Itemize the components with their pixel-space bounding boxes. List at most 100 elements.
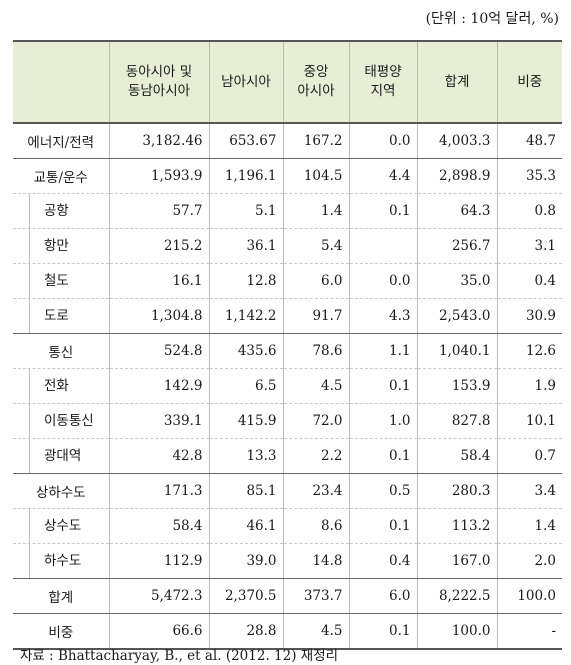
table-cell: 6.0 xyxy=(348,578,417,614)
table-cell: 1.4 xyxy=(496,508,562,544)
table-cell: 2,370.5 xyxy=(208,578,283,614)
table-cell: 0.1 xyxy=(348,438,417,474)
table-cell: 4.5 xyxy=(282,368,349,404)
table-cell: 12.8 xyxy=(208,263,283,299)
row-label-text: 상수도 xyxy=(29,509,107,543)
table-cell: 171.3 xyxy=(108,473,209,509)
table-cell: 4.5 xyxy=(282,613,349,650)
table-cell: 14.8 xyxy=(282,543,349,579)
table-row: 전화 142.9 6.5 4.5 0.1 153.9 1.9 xyxy=(13,368,562,404)
row-label: 상수도 xyxy=(13,508,109,544)
header-cell: 남아시아 xyxy=(208,41,283,124)
table-row: 철도 16.1 12.8 6.0 0.0 35.0 0.4 xyxy=(13,263,562,299)
table-cell: 85.1 xyxy=(208,473,283,509)
table-cell: 64.3 xyxy=(416,193,497,229)
table-cell: 1,040.1 xyxy=(416,333,497,369)
table-cell: 2.0 xyxy=(496,543,562,579)
table-cell: 8.6 xyxy=(282,508,349,544)
table-cell: 78.6 xyxy=(282,333,349,369)
table-cell: 0.1 xyxy=(348,613,417,650)
table-cell: 1.0 xyxy=(348,403,417,439)
table-row: 통신 524.8 435.6 78.6 1.1 1,040.1 12.6 xyxy=(13,333,562,369)
table-cell: 339.1 xyxy=(108,403,209,439)
table-cell: 104.5 xyxy=(282,158,349,194)
table-cell: 16.1 xyxy=(108,263,209,299)
table-cell: 4,003.3 xyxy=(416,123,497,159)
table-cell: 1.1 xyxy=(348,333,417,369)
table-row: 공항 57.7 5.1 1.4 0.1 64.3 0.8 xyxy=(13,193,562,229)
table-cell: - xyxy=(496,613,562,650)
table-cell: 57.7 xyxy=(108,193,209,229)
row-label-text: 항만 xyxy=(29,229,107,263)
row-label-text: 전화 xyxy=(29,369,107,403)
table-cell: 3.4 xyxy=(496,473,562,509)
row-label: 상하수도 xyxy=(13,473,109,509)
header-cell: 태평양 지역 xyxy=(348,41,417,124)
table-cell: 6.0 xyxy=(282,263,349,299)
table-cell: 39.0 xyxy=(208,543,283,579)
table-cell: 3.1 xyxy=(496,228,562,264)
table-cell: 5.4 xyxy=(282,228,349,264)
table-cell: 8,222.5 xyxy=(416,578,497,614)
table-cell: 215.2 xyxy=(108,228,209,264)
table-cell: 0.7 xyxy=(496,438,562,474)
table-cell: 0.8 xyxy=(496,193,562,229)
row-label: 에너지/전력 xyxy=(13,123,109,159)
row-label: 이동통신 xyxy=(13,403,109,439)
table-cell: 0.5 xyxy=(348,473,417,509)
row-label-text: 광대역 xyxy=(29,439,107,473)
table-cell: 524.8 xyxy=(108,333,209,369)
table-cell xyxy=(348,228,417,264)
table-row: 광대역 42.8 13.3 2.2 0.1 58.4 0.7 xyxy=(13,438,562,474)
row-label: 합계 xyxy=(13,578,109,614)
data-table: 동아시아 및 동남아시아 남아시아 중앙 아시아 태평양 지역 합계 비중 에너지/전… xyxy=(13,40,562,650)
row-label-text: 이동통신 xyxy=(29,404,107,438)
header-cell: 비중 xyxy=(496,41,562,124)
table-cell: 256.7 xyxy=(416,228,497,264)
table-cell: 5.1 xyxy=(208,193,283,229)
row-label-text: 철도 xyxy=(29,264,107,298)
table-cell: 48.7 xyxy=(496,123,562,159)
header-cell: 중앙 아시아 xyxy=(282,41,349,124)
table-row: 합계 5,472.3 2,370.5 373.7 6.0 8,222.5 100.0 xyxy=(13,578,562,614)
table-cell: 0.1 xyxy=(348,508,417,544)
header-cell: 합계 xyxy=(416,41,497,124)
table-row: 상수도 58.4 46.1 8.6 0.1 113.2 1.4 xyxy=(13,508,562,544)
header-cell: 동아시아 및 동남아시아 xyxy=(108,41,209,124)
row-label: 공항 xyxy=(13,193,109,229)
row-label: 비중 xyxy=(13,613,109,650)
table-cell: 2,898.9 xyxy=(416,158,497,194)
table-cell: 1,196.1 xyxy=(208,158,283,194)
table-cell: 66.6 xyxy=(108,613,209,650)
row-label-text: 도로 xyxy=(29,299,107,333)
table-cell: 58.4 xyxy=(416,438,497,474)
table-cell: 42.8 xyxy=(108,438,209,474)
table-cell: 4.3 xyxy=(348,298,417,334)
table-cell: 112.9 xyxy=(108,543,209,579)
table-row: 에너지/전력 3,182.46 653.67 167.2 0.0 4,003.3 48.7 xyxy=(13,123,562,159)
table-cell: 415.9 xyxy=(208,403,283,439)
unit-note: (단위 : 10억 달러, %) xyxy=(425,11,559,27)
table-cell: 1,304.8 xyxy=(108,298,209,334)
header-row: 동아시아 및 동남아시아 남아시아 중앙 아시아 태평양 지역 합계 비중 xyxy=(13,41,562,124)
table-cell: 827.8 xyxy=(416,403,497,439)
table-cell: 0.1 xyxy=(348,368,417,404)
table-cell: 36.1 xyxy=(208,228,283,264)
table-cell: 0.1 xyxy=(348,193,417,229)
table-cell: 2,543.0 xyxy=(416,298,497,334)
table-cell: 46.1 xyxy=(208,508,283,544)
table-row: 상하수도 171.3 85.1 23.4 0.5 280.3 3.4 xyxy=(13,473,562,509)
table-cell: 0.4 xyxy=(496,263,562,299)
table-row: 이동통신 339.1 415.9 72.0 1.0 827.8 10.1 xyxy=(13,403,562,439)
row-label: 도로 xyxy=(13,298,109,334)
table-cell: 58.4 xyxy=(108,508,209,544)
table-cell: 35.3 xyxy=(496,158,562,194)
table-cell: 3,182.46 xyxy=(108,123,209,159)
table-cell: 1,593.9 xyxy=(108,158,209,194)
table-cell: 12.6 xyxy=(496,333,562,369)
table-cell: 113.2 xyxy=(416,508,497,544)
table-cell: 1.4 xyxy=(282,193,349,229)
table-cell: 280.3 xyxy=(416,473,497,509)
table-cell: 1.9 xyxy=(496,368,562,404)
table-cell: 153.9 xyxy=(416,368,497,404)
